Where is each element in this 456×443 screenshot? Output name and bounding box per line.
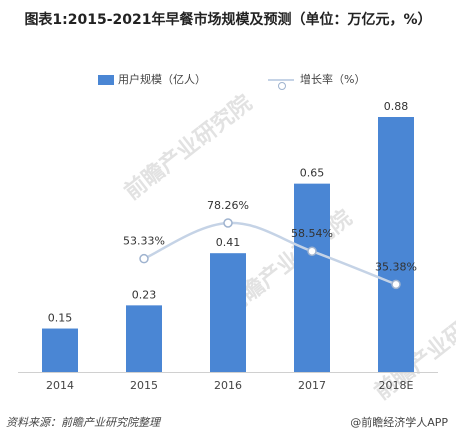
x-tick-label: 2017 (298, 379, 326, 392)
x-tick-label: 2015 (130, 379, 158, 392)
growth-rate-label: 78.26% (207, 199, 249, 212)
x-tick-label: 2014 (46, 379, 74, 392)
chart-legend: 用户规模（亿人） 增长率（%） (0, 73, 456, 90)
bar (42, 328, 78, 372)
legend-line-marker (278, 82, 286, 90)
legend-line-label: 增长率（%） (300, 73, 366, 86)
brand-credit: @前瞻经济学人APP (350, 416, 448, 429)
legend-bar-label: 用户规模（亿人） (118, 73, 206, 86)
growth-rate-line (143, 221, 397, 286)
legend-line-swatch (268, 79, 294, 90)
legend-bar-swatch (98, 75, 114, 85)
bar (126, 305, 162, 372)
bar-value-label: 0.65 (300, 167, 325, 180)
growth-rate-point (139, 253, 149, 264)
growth-rate-label: 35.38% (375, 260, 417, 273)
growth-rate-point (307, 246, 317, 256)
x-tick-label: 2016 (214, 379, 242, 392)
source-note: 资料来源：前瞻产业研究院整理 (6, 416, 160, 429)
chart-title: 图表1:2015-2021年早餐市场规模及预测（单位：万亿元，%） (24, 12, 432, 28)
growth-rate-point (391, 279, 401, 290)
growth-rate-point (223, 218, 233, 228)
bar (210, 253, 246, 372)
bar-value-label: 0.15 (48, 312, 73, 325)
bar-value-label: 0.41 (216, 236, 241, 249)
bar (378, 117, 414, 372)
x-tick-label: 2018E (379, 379, 414, 392)
bar (294, 183, 330, 372)
growth-rate-label: 53.33% (123, 235, 165, 248)
bar-value-label: 0.88 (384, 100, 409, 113)
growth-rate-label: 58.54% (291, 227, 333, 240)
bar-value-label: 0.23 (132, 288, 157, 301)
